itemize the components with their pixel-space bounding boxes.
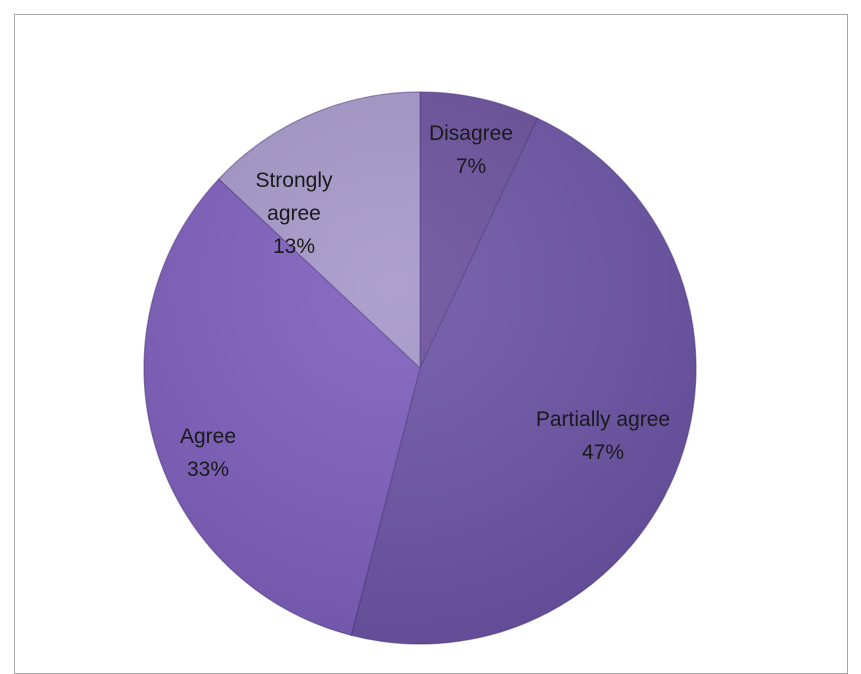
slice-label-agree: Agree 33% [180,425,236,481]
slice-label-disagree: Disagree 7% [429,122,513,178]
slice-value-label: 13% [273,235,315,258]
slice-label-partially-agree: Partially agree 47% [536,408,670,464]
slice-value-label: 7% [456,155,486,178]
slice-category-label: Partially agree [536,408,670,431]
slice-label-strongly-agree: Strongly agree 13% [255,169,333,258]
slice-category-label: Disagree [429,122,513,145]
slice-value-label: 33% [187,458,229,481]
slice-labels: Disagree 7% Partially agree 47% Agree 33% Stro… [180,122,670,481]
pie-slices [143,91,697,645]
slice-category-label: Agree [180,425,236,448]
slice-category-label: agree [267,202,321,225]
slice-category-label: Strongly [255,169,333,192]
slice-value-label: 47% [582,441,624,464]
